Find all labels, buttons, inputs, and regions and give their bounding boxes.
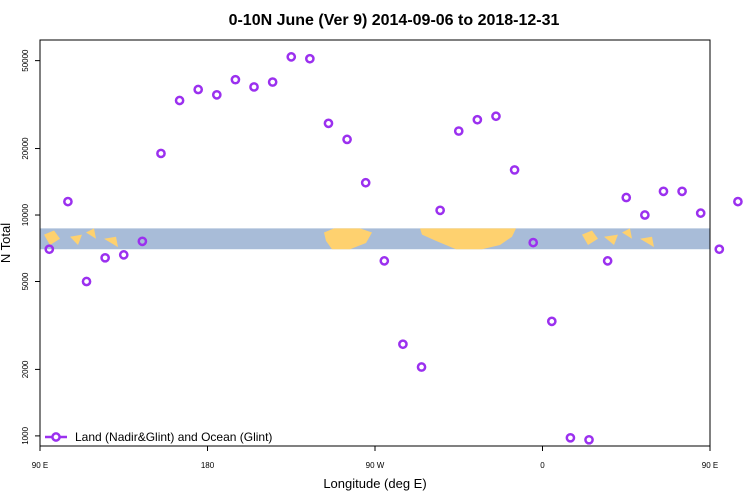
data-point bbox=[193, 84, 204, 95]
data-point bbox=[640, 210, 650, 220]
y-tick-label: 1000 bbox=[21, 426, 30, 444]
x-tick-label: 0 bbox=[540, 461, 545, 470]
data-point bbox=[565, 432, 576, 443]
map-strip bbox=[40, 228, 710, 250]
y-tick-label: 50000 bbox=[21, 49, 30, 72]
data-point bbox=[230, 74, 241, 85]
x-axis-title: Longitude (deg E) bbox=[323, 476, 426, 491]
data-point bbox=[156, 148, 166, 159]
y-axis-title: N Total bbox=[0, 223, 13, 263]
data-point bbox=[472, 114, 483, 125]
data-point bbox=[211, 89, 222, 100]
land-mass bbox=[622, 228, 632, 239]
data-point bbox=[509, 165, 520, 175]
data-point bbox=[677, 186, 687, 197]
data-point bbox=[379, 256, 390, 266]
x-tick-label: 90 E bbox=[32, 461, 48, 470]
data-point bbox=[323, 118, 334, 129]
land-mass bbox=[420, 228, 516, 250]
land-mass bbox=[324, 228, 372, 250]
data-point bbox=[342, 134, 352, 145]
data-point bbox=[491, 111, 501, 122]
data-point bbox=[286, 52, 297, 62]
legend-label: Land (Nadir&Glint) and Ocean (Glint) bbox=[75, 430, 272, 444]
data-points bbox=[44, 52, 743, 445]
data-point bbox=[44, 244, 55, 255]
land-mass bbox=[70, 234, 82, 246]
y-tick-label: 20000 bbox=[21, 137, 30, 160]
land-mass bbox=[604, 234, 618, 246]
legend-marker bbox=[51, 432, 61, 442]
data-point bbox=[695, 208, 706, 218]
data-point bbox=[174, 95, 185, 106]
data-point bbox=[360, 177, 371, 188]
x-tick-label: 90 W bbox=[366, 461, 385, 470]
land-mass bbox=[86, 228, 96, 239]
y-axis: 1000 2000 5000 10000 20000 50000 bbox=[21, 49, 40, 445]
data-point bbox=[602, 256, 613, 266]
land-mass bbox=[44, 230, 60, 246]
data-point bbox=[305, 53, 315, 64]
x-axis: 90 E 180 90 W 0 90 E bbox=[32, 446, 718, 470]
land-mass bbox=[640, 236, 654, 248]
legend: Land (Nadir&Glint) and Ocean (Glint) bbox=[45, 430, 272, 444]
y-tick-label: 10000 bbox=[21, 203, 30, 226]
chart-title: 0-10N June (Ver 9) 2014-09-06 to 2018-12… bbox=[229, 12, 560, 29]
data-point bbox=[528, 237, 539, 248]
land-mass bbox=[582, 230, 598, 246]
data-point bbox=[267, 77, 278, 87]
ocean-band bbox=[40, 228, 710, 250]
data-point bbox=[546, 316, 557, 327]
y-tick-label: 2000 bbox=[21, 360, 30, 378]
land-mass bbox=[104, 236, 118, 248]
data-point bbox=[81, 276, 92, 287]
data-point bbox=[453, 126, 464, 136]
data-point bbox=[398, 339, 408, 350]
data-point bbox=[100, 252, 110, 263]
data-point bbox=[733, 196, 743, 207]
data-point bbox=[63, 196, 73, 207]
y-tick-label: 5000 bbox=[21, 272, 30, 290]
land-shapes bbox=[44, 228, 654, 250]
data-point bbox=[118, 250, 129, 260]
data-point bbox=[416, 362, 427, 372]
x-tick-label: 180 bbox=[201, 461, 215, 470]
data-point bbox=[137, 236, 148, 247]
data-point bbox=[621, 192, 632, 203]
data-point bbox=[714, 244, 725, 255]
x-tick-label: 90 E bbox=[702, 461, 718, 470]
data-point bbox=[658, 186, 669, 197]
data-point bbox=[435, 205, 445, 216]
data-point bbox=[584, 434, 594, 445]
data-point bbox=[249, 82, 259, 92]
